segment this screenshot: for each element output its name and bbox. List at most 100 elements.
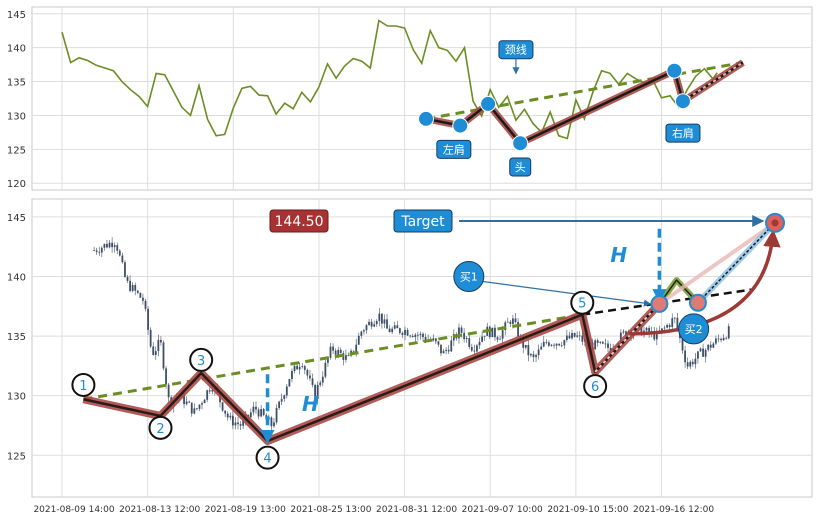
candle-body	[208, 390, 211, 392]
candle-body	[136, 290, 139, 293]
buy1-pointer-arrow	[482, 280, 652, 307]
candle-body	[702, 348, 704, 357]
candle-body	[535, 355, 537, 358]
candle-body	[106, 243, 108, 248]
x-tick-label: 2021-08-13 12:00	[119, 505, 200, 515]
candle-body	[568, 335, 571, 339]
candle-body	[306, 369, 309, 376]
candle-body	[162, 342, 165, 369]
candle-body	[501, 330, 504, 339]
candle-body	[458, 327, 460, 339]
candle-body	[124, 262, 126, 277]
pattern-point-circle	[148, 415, 173, 440]
candle-body	[437, 341, 440, 345]
candle-body	[280, 398, 283, 402]
candle-body	[460, 327, 463, 333]
candle-body	[393, 325, 396, 329]
candle-body	[673, 317, 676, 319]
candle-body	[255, 406, 257, 410]
candle-body	[465, 338, 468, 340]
candle-body	[229, 415, 232, 418]
candle-body	[622, 331, 625, 333]
neckline	[83, 313, 583, 401]
top-y-tick-label: 125	[7, 145, 26, 156]
candle-body	[339, 349, 342, 354]
candle-body	[478, 341, 481, 346]
candle-body	[661, 328, 663, 332]
candle-body	[594, 340, 597, 350]
candle-body	[560, 345, 563, 347]
candle-body	[195, 408, 198, 410]
candle-body	[563, 339, 566, 346]
candle-body	[530, 354, 532, 356]
candle-body	[386, 319, 388, 329]
candle-body	[512, 318, 514, 324]
top-y-tick-label: 145	[7, 10, 26, 21]
candle-body	[463, 332, 466, 340]
target-curve-arrow	[629, 229, 781, 336]
candle-body	[671, 318, 674, 327]
candle-body	[537, 349, 540, 356]
candle-body	[468, 338, 471, 348]
top-pattern-node	[674, 93, 691, 110]
candle-body	[134, 285, 137, 291]
candle-body	[663, 327, 666, 329]
candle-body	[373, 324, 376, 327]
candle-body	[483, 335, 486, 337]
x-tick-label: 2021-08-09 14:00	[33, 505, 114, 515]
candle-body	[709, 344, 712, 348]
candle-body	[398, 328, 401, 333]
candle-body	[401, 332, 404, 335]
candle-body	[316, 384, 319, 399]
candle-body	[298, 366, 301, 370]
candle-body	[121, 255, 124, 263]
candle-body	[496, 337, 499, 340]
candle-body	[434, 338, 437, 342]
candle-body	[100, 247, 103, 253]
candle-body	[347, 355, 350, 356]
pattern-point-label: 3	[197, 354, 205, 369]
candle-body	[607, 343, 609, 348]
candle-body	[165, 368, 167, 385]
candle-body	[257, 409, 260, 417]
candle-body	[201, 403, 203, 405]
buy-label-text: 买1	[460, 270, 478, 283]
candle-body	[149, 329, 152, 347]
candle-body	[406, 329, 409, 336]
candle-body	[555, 343, 558, 346]
bottom-y-tick-label: 125	[7, 451, 26, 462]
x-tick-label: 2021-09-16 12:00	[633, 505, 714, 515]
candle-body	[668, 325, 671, 327]
candle-body	[440, 344, 442, 354]
candle-body	[545, 341, 548, 343]
candle-body	[285, 386, 288, 396]
candle-body	[211, 389, 214, 392]
candle-body	[273, 422, 275, 427]
bottom-y-tick-label: 140	[7, 272, 26, 283]
candle-body	[144, 300, 147, 309]
candle-body	[360, 331, 363, 336]
candle-body	[653, 331, 656, 340]
candle-body	[319, 382, 322, 385]
candle-body	[715, 338, 717, 344]
candle-body	[368, 321, 370, 326]
candle-body	[524, 344, 527, 348]
top-pattern-label-box	[436, 139, 472, 159]
candle-body	[388, 328, 391, 333]
candle-body	[694, 358, 697, 365]
candle-body	[116, 245, 119, 251]
candle-body	[416, 334, 419, 336]
top-pattern-node	[418, 110, 434, 127]
candle-body	[303, 366, 306, 370]
x-tick-label: 2021-09-07 10:00	[462, 505, 543, 515]
candle-body	[337, 349, 340, 355]
candle-body	[391, 328, 394, 333]
candle-body	[352, 350, 355, 352]
candle-body	[357, 335, 360, 345]
candle-body	[314, 384, 316, 399]
candle-body	[422, 333, 424, 338]
candle-body	[604, 343, 607, 345]
candle-body	[722, 337, 725, 341]
candle-body	[553, 344, 555, 346]
